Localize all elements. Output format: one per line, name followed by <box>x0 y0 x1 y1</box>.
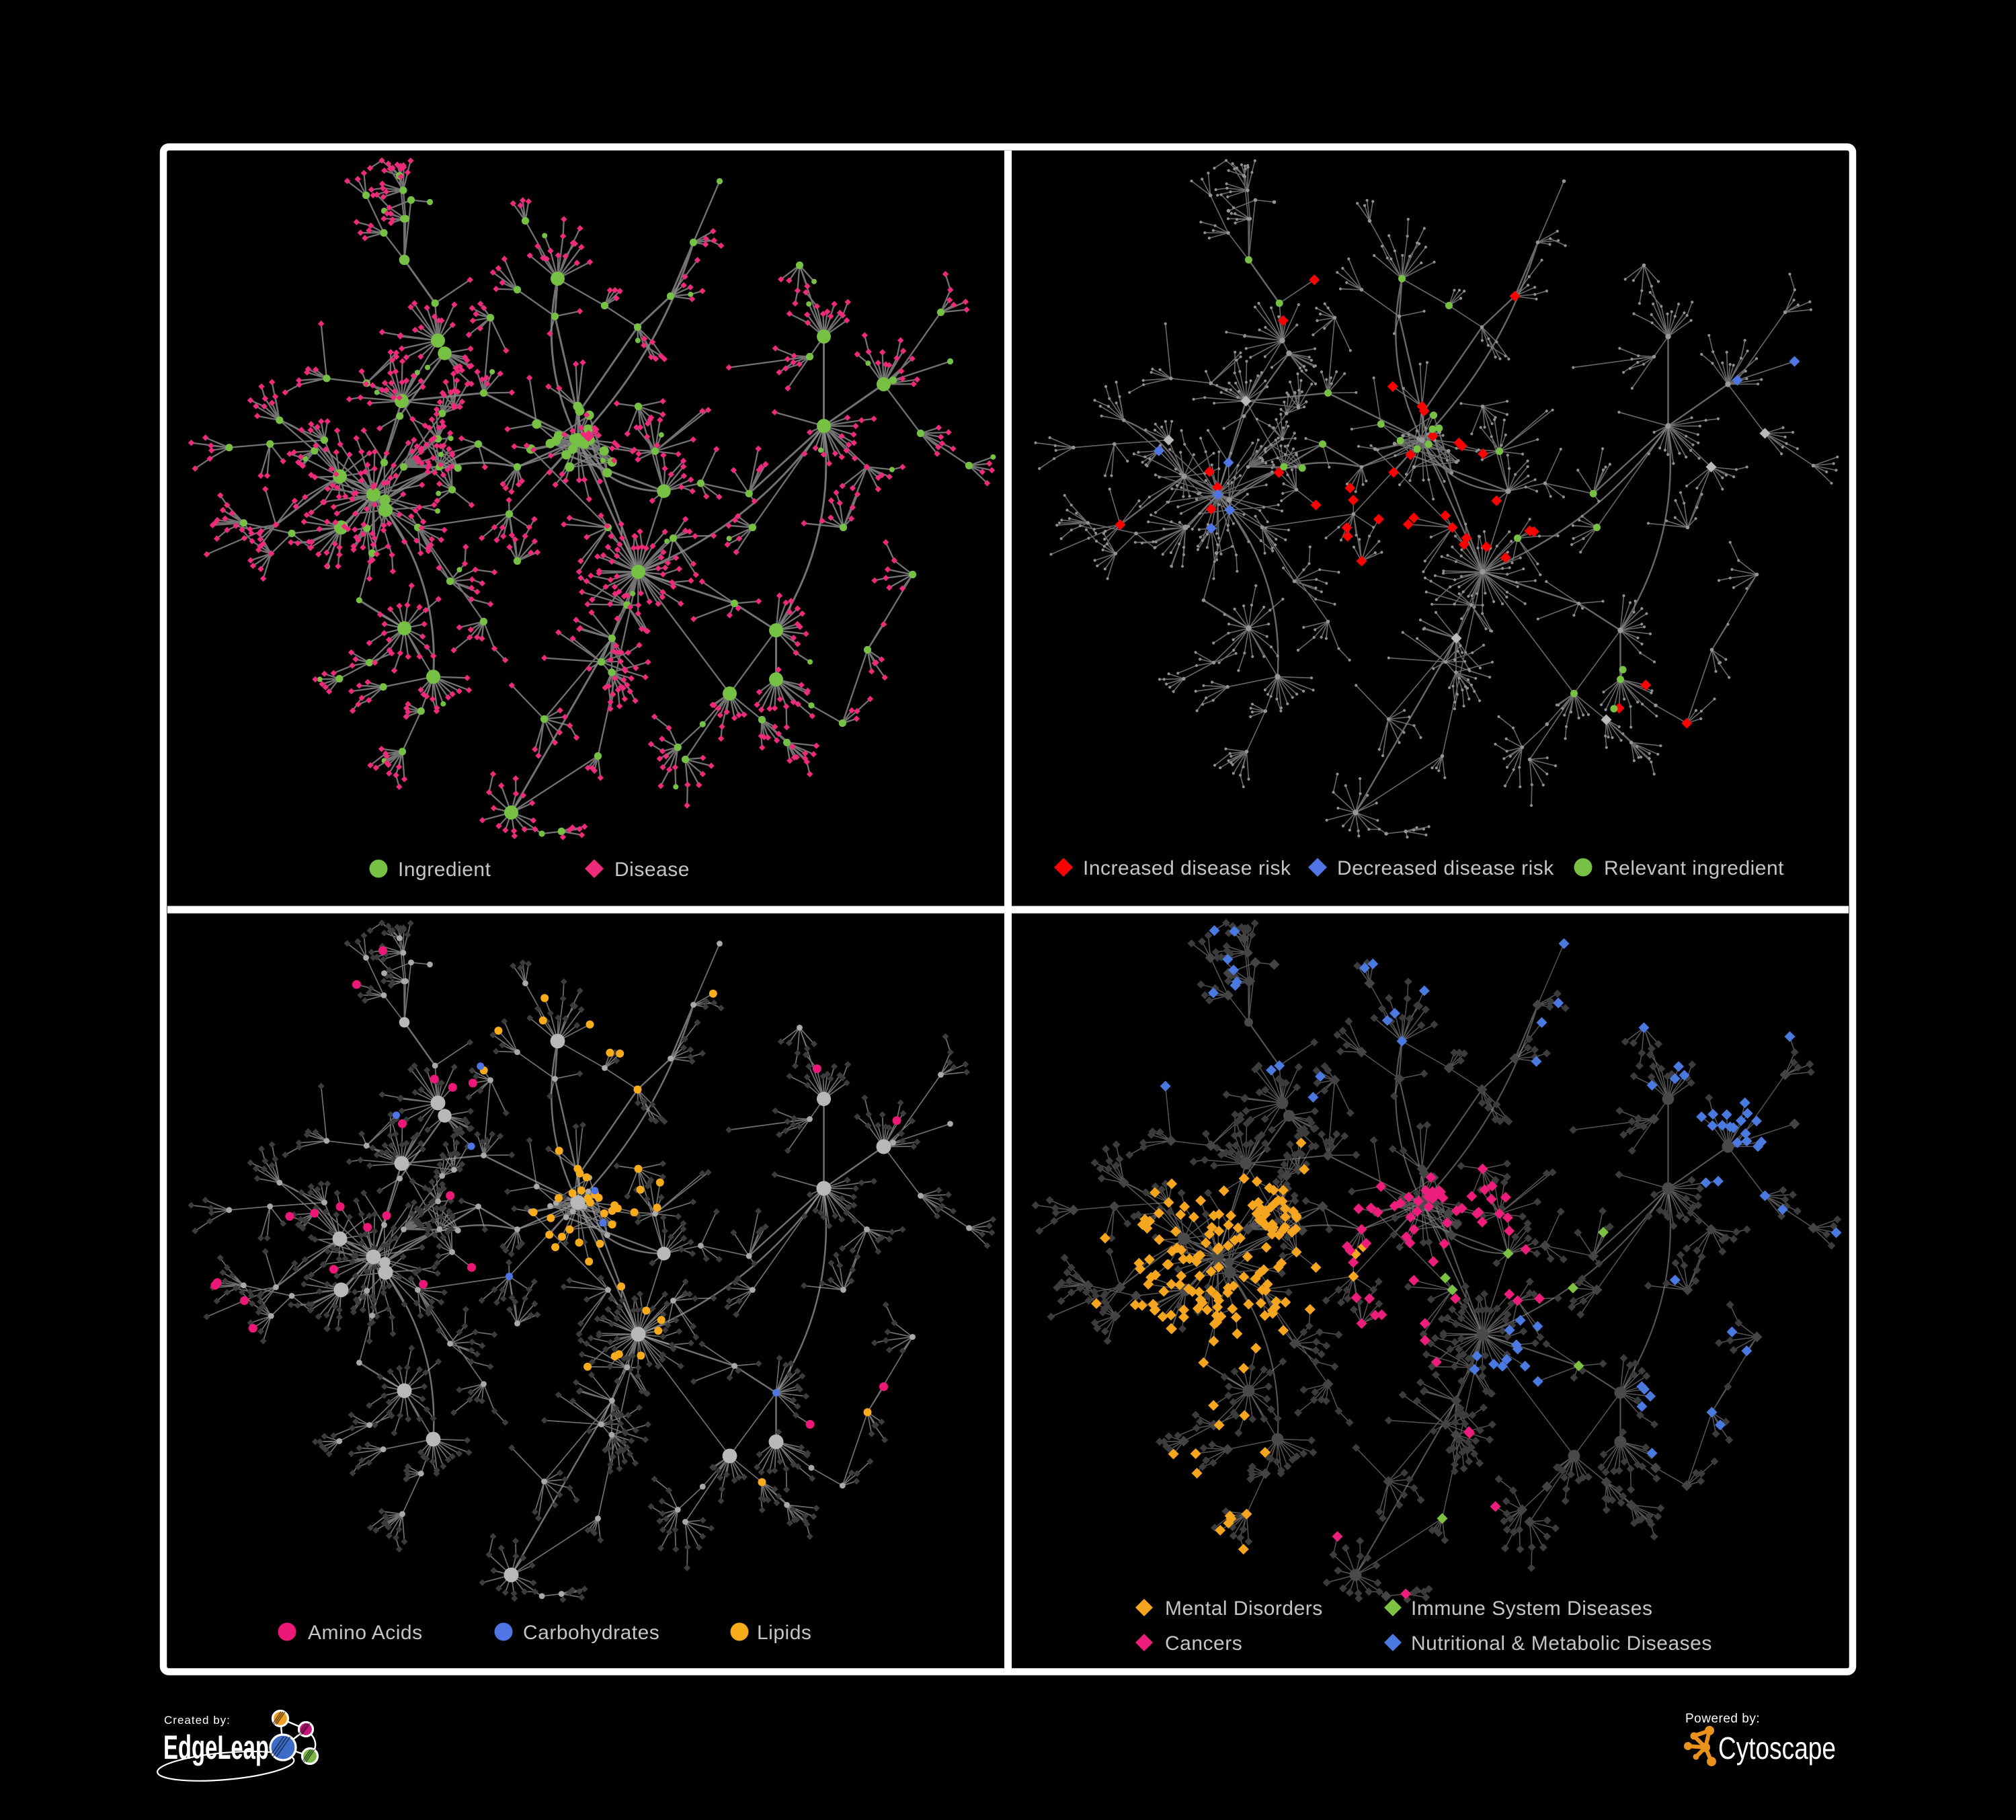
svg-text:Decreased disease risk: Decreased disease risk <box>1337 857 1554 879</box>
svg-text:Lipids: Lipids <box>757 1622 811 1644</box>
svg-text:Cytoscape: Cytoscape <box>1718 1731 1836 1766</box>
svg-text:Created by:: Created by: <box>164 1714 231 1727</box>
svg-text:Relevant ingredient: Relevant ingredient <box>1604 857 1784 879</box>
svg-text:Cancers: Cancers <box>1165 1632 1242 1655</box>
svg-text:Immune System Diseases: Immune System Diseases <box>1411 1597 1652 1620</box>
svg-text:Disease: Disease <box>614 859 690 881</box>
svg-text:Increased disease risk: Increased disease risk <box>1083 857 1291 879</box>
svg-text:Mental Disorders: Mental Disorders <box>1165 1597 1323 1620</box>
svg-text:Amino Acids: Amino Acids <box>308 1622 423 1644</box>
svg-text:Carbohydrates: Carbohydrates <box>523 1622 659 1644</box>
svg-text:Nutritional & Metabolic Diseas: Nutritional & Metabolic Diseases <box>1411 1632 1712 1655</box>
svg-text:Ingredient: Ingredient <box>398 859 491 881</box>
svg-text:Powered by:: Powered by: <box>1685 1712 1760 1726</box>
